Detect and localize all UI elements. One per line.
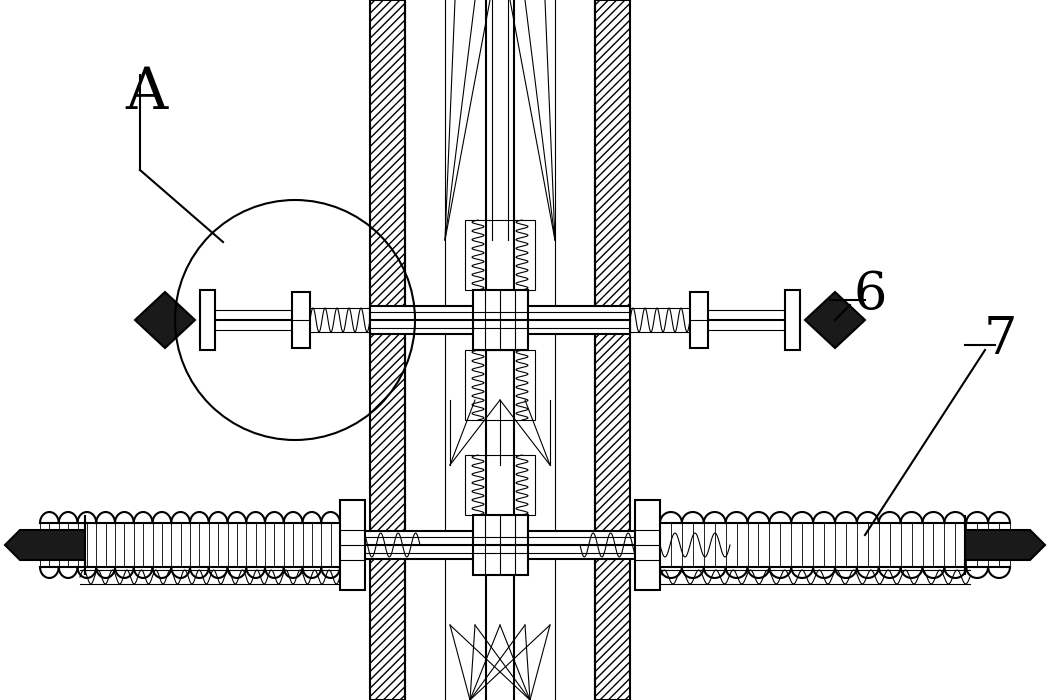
Bar	[465, 455, 536, 515]
Polygon shape	[595, 0, 630, 700]
Polygon shape	[965, 515, 1045, 575]
Text: 7: 7	[983, 314, 1016, 365]
Bar	[635, 500, 660, 590]
Bar	[465, 220, 536, 290]
Bar	[472, 515, 527, 575]
Polygon shape	[805, 292, 865, 348]
Text: A: A	[125, 65, 167, 121]
Bar	[200, 290, 215, 350]
Bar	[340, 500, 365, 590]
Polygon shape	[370, 0, 405, 700]
Bar	[690, 292, 708, 348]
Bar	[472, 290, 527, 350]
Bar	[785, 290, 800, 350]
Bar	[465, 350, 536, 420]
Polygon shape	[135, 292, 195, 348]
Bar	[370, 306, 630, 334]
Bar	[350, 531, 650, 559]
Bar	[292, 292, 310, 348]
Text: 6: 6	[854, 270, 887, 321]
Polygon shape	[5, 515, 85, 575]
